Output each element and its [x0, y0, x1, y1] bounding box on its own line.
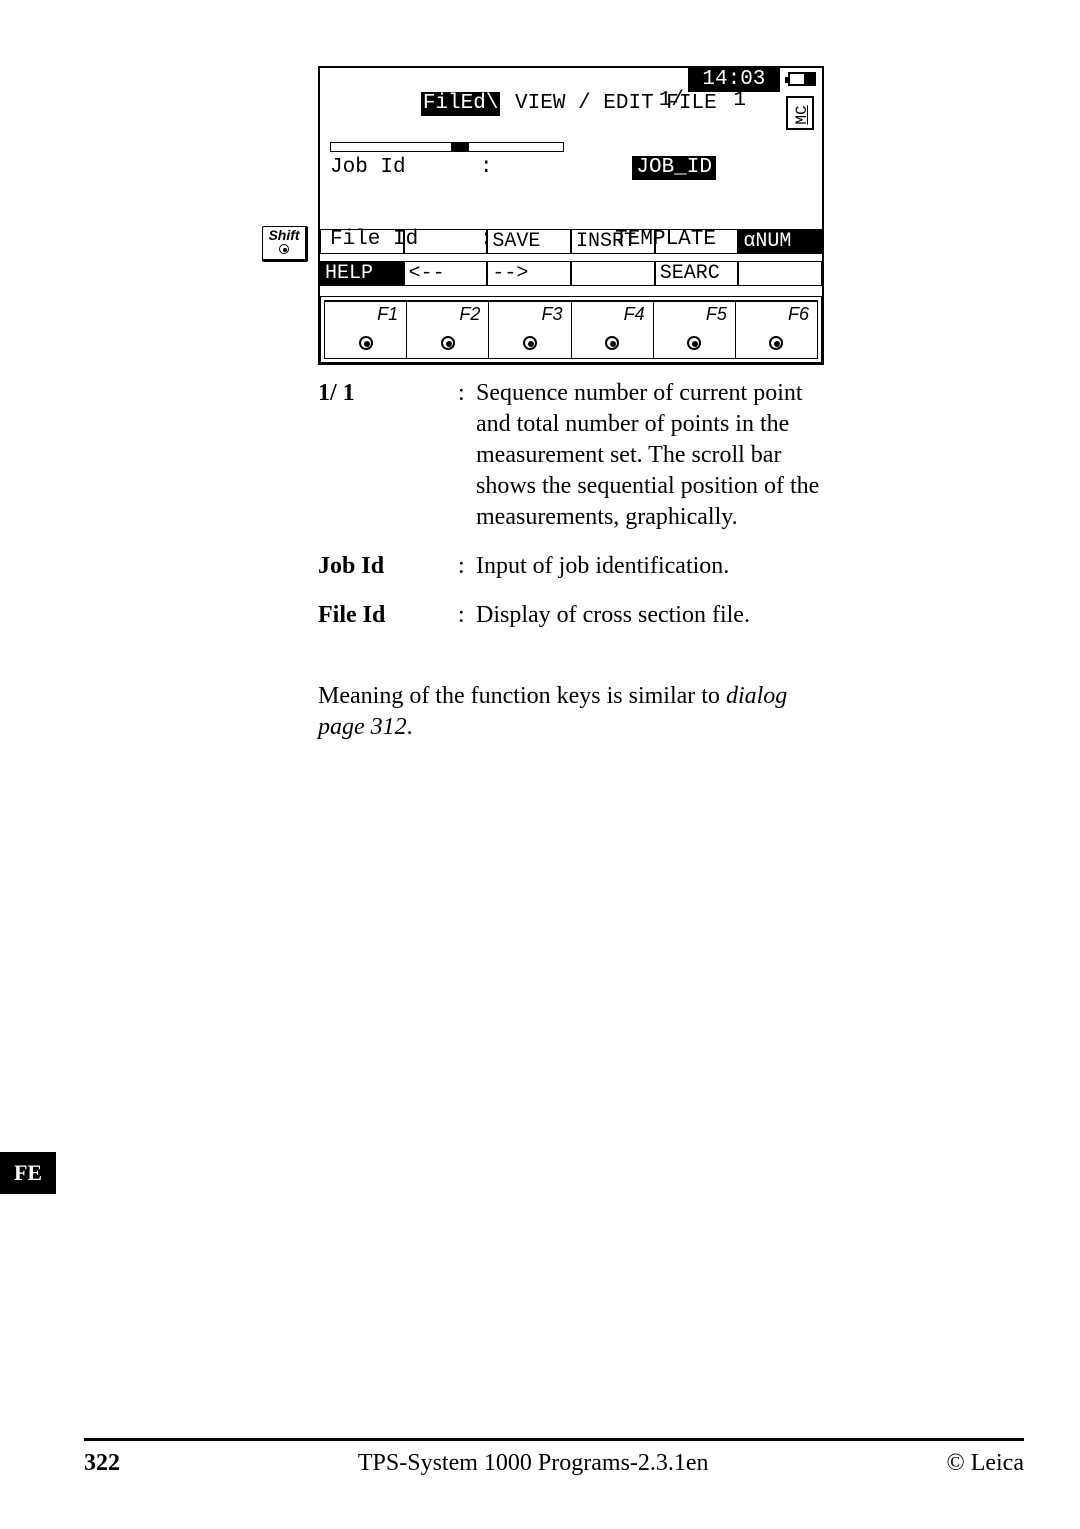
fkey-dot-icon — [769, 336, 783, 350]
field-colon: : — [480, 228, 493, 252]
fkey-label: F6 — [788, 304, 809, 324]
fkey-f2[interactable]: F2 — [406, 302, 488, 358]
def-colon: : — [458, 378, 476, 533]
fkey-f1[interactable]: F1 — [325, 302, 406, 358]
lcd-title-row: FilEd\ VIEW / EDIT FILE 14:03 — [320, 68, 822, 92]
device-display: FilEd\ VIEW / EDIT FILE 14:03 1/ 1 Job I… — [318, 66, 824, 365]
fkey-dot-icon — [441, 336, 455, 350]
fkey-f4[interactable]: F4 — [571, 302, 653, 358]
footer: 322 TPS-System 1000 Programs-2.3.1en © L… — [84, 1450, 1024, 1477]
para-post: . — [407, 714, 413, 740]
battery-icon — [788, 72, 816, 86]
footer-center: TPS-System 1000 Programs-2.3.1en — [358, 1450, 709, 1477]
def-term: File Id — [318, 600, 458, 631]
fkey-label: F5 — [706, 304, 727, 324]
field-row-fileid: File Id : TEMPLATE — [328, 228, 814, 252]
fkey-label: F3 — [542, 304, 563, 324]
footer-right: © Leica — [946, 1450, 1024, 1477]
page-number: 322 — [84, 1450, 120, 1477]
def-term: Job Id — [318, 551, 458, 582]
shift-label: Shift — [263, 228, 305, 242]
fkey-f6[interactable]: F6 — [735, 302, 817, 358]
def-desc: Sequence number of current point and tot… — [476, 378, 824, 533]
definition-row: Job Id : Input of job identification. — [318, 551, 824, 582]
para-pre: Meaning of the function keys is similar … — [318, 683, 726, 709]
field-value-jobid[interactable]: JOB_ID — [632, 156, 716, 180]
shift-key: Shift — [262, 226, 308, 262]
fkey-strip: F1 F2 F3 F4 F5 F6 — [320, 296, 822, 363]
fkey-dot-icon — [687, 336, 701, 350]
fkey-dot-icon — [359, 336, 373, 350]
def-desc: Display of cross section file. — [476, 600, 824, 631]
fkey-f5[interactable]: F5 — [653, 302, 735, 358]
definition-row: 1/ 1 : Sequence number of current point … — [318, 378, 824, 533]
def-desc: Input of job identification. — [476, 551, 824, 582]
paragraph: Meaning of the function keys is similar … — [318, 681, 824, 743]
fkey-f3[interactable]: F3 — [488, 302, 570, 358]
scroll-row: 1/ 1 — [320, 92, 822, 108]
field-value-fileid: TEMPLATE — [615, 228, 716, 252]
def-term: 1/ 1 — [318, 378, 458, 533]
field-label: Job Id — [330, 156, 406, 180]
fkey-label: F2 — [459, 304, 480, 324]
def-colon: : — [458, 551, 476, 582]
side-tab-label: FE — [14, 1160, 42, 1186]
field-row-jobid: Job Id : JOB_ID — [328, 156, 814, 180]
fkey-dot-icon — [523, 336, 537, 350]
definition-list: 1/ 1 : Sequence number of current point … — [318, 378, 824, 631]
data-area: Job Id : JOB_ID File Id : TEMPLATE — [320, 108, 822, 228]
body-text: 1/ 1 : Sequence number of current point … — [318, 378, 824, 743]
fkey-dot-icon — [605, 336, 619, 350]
def-colon: : — [458, 600, 476, 631]
fkey-label: F4 — [624, 304, 645, 324]
mc-text: MC — [793, 99, 811, 131]
footer-rule — [84, 1438, 1024, 1441]
definition-row: File Id : Display of cross section file. — [318, 600, 824, 631]
shift-dot-icon — [279, 244, 289, 254]
fkey-label: F1 — [377, 304, 398, 324]
field-label: File Id — [330, 228, 418, 252]
mc-box: MC — [786, 96, 814, 130]
side-tab: FE — [0, 1152, 56, 1194]
field-colon: : — [480, 156, 493, 180]
